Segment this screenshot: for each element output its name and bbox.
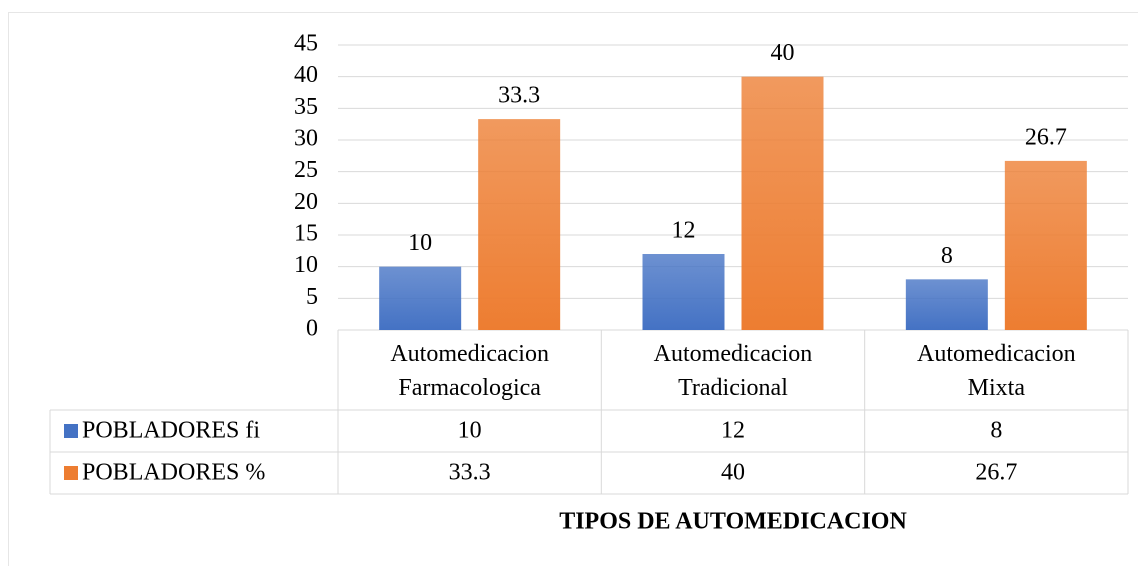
data-label: 26.7 [1025,124,1067,150]
category-text: Automedicacion Tradicional [653,341,813,401]
y-tick-label: 40 [294,62,318,88]
category-label: Automedicacion Tradicional [601,332,864,410]
y-tick-label: 20 [294,189,318,215]
legend-key [64,466,78,480]
table-value: 40 [721,460,745,486]
bar [478,119,561,330]
table-value: 8 [990,418,1002,444]
category-label: Automedicacion Farmacologica [338,332,601,410]
category-text: Automedicacion Mixta [917,341,1076,401]
y-tick-label: 10 [294,252,318,278]
y-tick-label: 35 [294,94,318,120]
data-label: 40 [771,40,795,66]
y-tick-label: 0 [306,316,318,342]
y-tick-label: 15 [294,221,318,247]
data-label: 33.3 [498,83,540,109]
table-value: 10 [458,418,482,444]
table-value: 26.7 [975,460,1017,486]
category-text: Automedicacion Farmacologica [390,341,549,401]
data-label: 12 [672,218,696,244]
table-value: 33.3 [449,460,491,486]
bar [642,254,725,330]
bar [905,279,988,330]
y-tick-label: 45 [294,31,318,57]
y-tick-label: 25 [294,157,318,183]
bar [741,76,824,331]
data-label: 10 [408,230,432,256]
bar [1004,160,1087,330]
x-axis-title: TIPOS DE AUTOMEDICACION [559,509,907,535]
legend-label: POBLADORES % [82,460,265,486]
chart-border [8,12,1138,566]
data-label: 8 [941,243,953,269]
bar [379,266,462,330]
y-tick-label: 30 [294,126,318,152]
legend-label: POBLADORES fi [82,418,260,444]
category-label: Automedicacion Mixta [865,332,1128,410]
legend-key [64,424,78,438]
y-tick-label: 5 [306,284,318,310]
table-value: 12 [721,418,745,444]
